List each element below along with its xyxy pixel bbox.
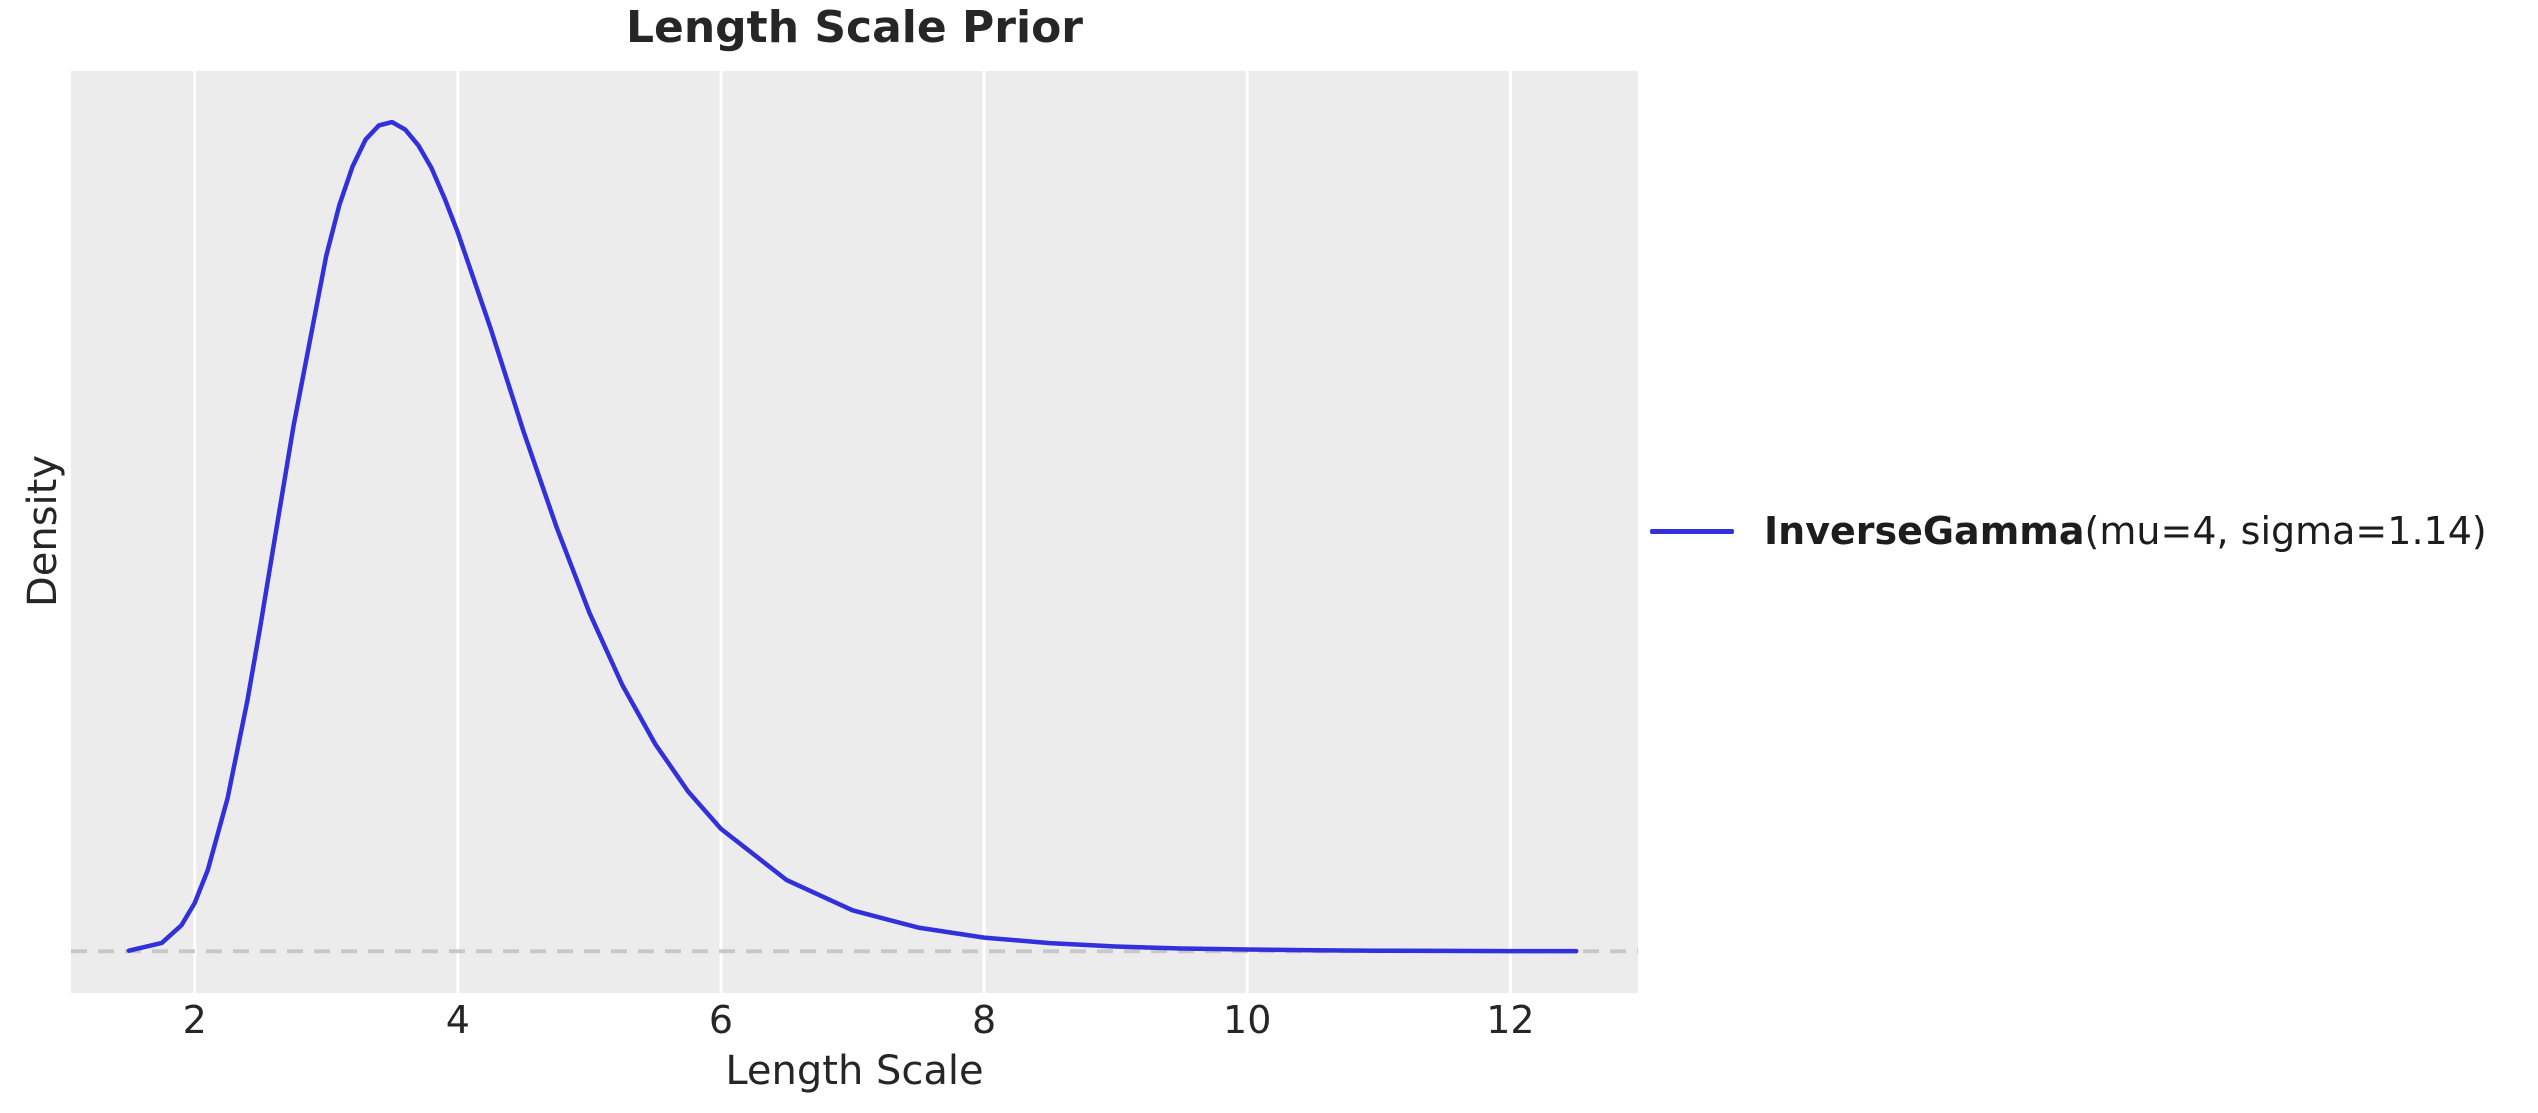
chart-title: Length Scale Prior: [625, 2, 1084, 53]
x-tick-label: 2: [182, 998, 207, 1042]
density-curve: [126, 119, 1579, 954]
x-tick-label: 12: [1486, 998, 1535, 1042]
legend-label: InverseGamma(mu=4, sigma=1.14): [1764, 509, 2487, 553]
density-plot-svg: [71, 71, 1638, 993]
y-axis-label: Density: [20, 454, 66, 608]
legend-distribution-name: InverseGamma: [1764, 509, 2085, 553]
plot-area: [71, 71, 1638, 993]
legend: InverseGamma(mu=4, sigma=1.14): [1650, 509, 2487, 553]
x-tick-label: 6: [708, 998, 734, 1042]
x-axis-label: Length Scale: [725, 1048, 984, 1094]
x-tick-label: 4: [445, 998, 470, 1042]
x-tick-label: 8: [972, 998, 997, 1042]
legend-distribution-params: (mu=4, sigma=1.14): [2084, 509, 2487, 553]
x-axis-ticks: 2 4 6 8 10 12: [71, 998, 1638, 1042]
legend-line-swatch: [1650, 528, 1734, 534]
x-tick-label: 10: [1223, 998, 1272, 1042]
